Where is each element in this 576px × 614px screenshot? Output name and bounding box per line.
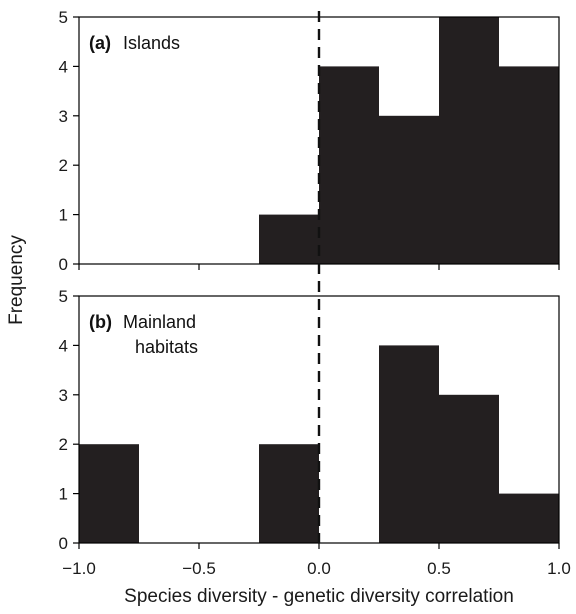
histogram-bar (499, 493, 559, 543)
y-tick-label: 3 (59, 107, 68, 126)
y-tick-label: 0 (59, 534, 68, 553)
x-tick-label: 0.0 (307, 559, 331, 578)
y-tick-label: 2 (59, 156, 68, 175)
x-tick-label: 1.0 (547, 559, 571, 578)
histogram-bar (439, 17, 499, 264)
panel-name: habitats (135, 337, 198, 357)
panel-name: Mainland (123, 312, 196, 332)
y-tick-label: 4 (59, 57, 68, 76)
histogram-bar (259, 214, 319, 264)
x-tick-label: −0.5 (182, 559, 216, 578)
y-tick-label: 0 (59, 255, 68, 274)
y-tick-label: 5 (59, 8, 68, 27)
y-tick-label: 2 (59, 435, 68, 454)
histogram-bar (259, 444, 319, 543)
y-tick-label: 1 (59, 485, 68, 504)
y-tick-label: 1 (59, 206, 68, 225)
x-tick-label: −1.0 (62, 559, 96, 578)
y-tick-label: 3 (59, 386, 68, 405)
y-tick-label: 4 (59, 336, 68, 355)
panel-tag: (a) (89, 33, 111, 53)
panel-tag: (b) (89, 312, 112, 332)
histogram-bar (379, 115, 439, 264)
histogram-bar (499, 66, 559, 265)
y-tick-label: 5 (59, 287, 68, 306)
x-axis-title: Species diversity - genetic diversity co… (124, 586, 514, 607)
histogram-bar (379, 345, 439, 543)
x-tick-label: 0.5 (427, 559, 451, 578)
y-axis-title: Frequency (6, 235, 27, 325)
panel-name: Islands (123, 33, 180, 53)
histogram-bar (319, 66, 379, 265)
histogram-bar (79, 444, 139, 543)
histogram-bar (439, 394, 499, 543)
